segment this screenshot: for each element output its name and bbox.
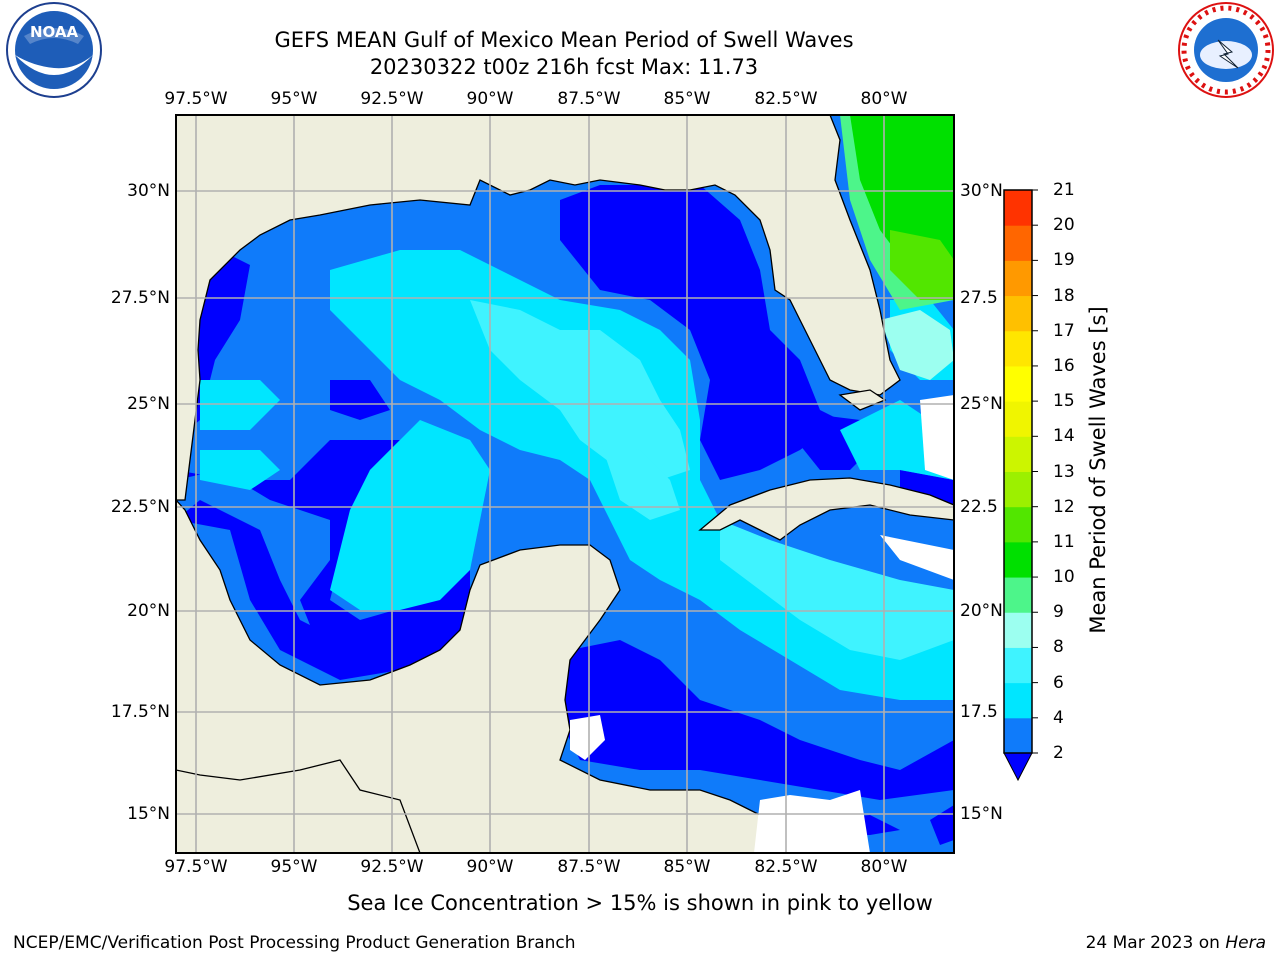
swell-lime-zones bbox=[890, 230, 954, 300]
right-tick-label: 30°N bbox=[960, 181, 1003, 201]
credit-right: 24 Mar 2023 on Hera bbox=[1086, 933, 1266, 953]
graticule bbox=[176, 115, 954, 853]
top-tick-label: 90°W bbox=[466, 89, 514, 109]
bottom-tick-label: 87.5°W bbox=[557, 857, 621, 877]
chart-subtitle: 20230322 t00z 216h fcst Max: 11.73 bbox=[369, 55, 759, 79]
colorbar-segment bbox=[1004, 541, 1032, 578]
colorbar-tick-label: 20 bbox=[1053, 215, 1075, 236]
map-frame bbox=[175, 114, 955, 854]
noaa-logo-text: NOAA bbox=[30, 23, 79, 41]
colorbar-segment bbox=[1004, 682, 1032, 719]
colorbar-tick-label: 4 bbox=[1053, 707, 1064, 728]
colorbar-tick-label: 13 bbox=[1053, 461, 1075, 482]
colorbar-segment bbox=[1004, 717, 1032, 754]
land-masses bbox=[176, 115, 954, 853]
colorbar-segment bbox=[1004, 225, 1032, 261]
colorbar-label: Mean Period of Swell Waves [s] bbox=[1086, 306, 1110, 634]
colorbar-tick-label: 19 bbox=[1053, 250, 1075, 271]
left-tick-label: 15°N bbox=[127, 804, 170, 824]
noaa-logo: NOAA bbox=[6, 2, 102, 98]
right-tick-label: 22.5 bbox=[960, 497, 998, 517]
colorbar-tick-label: 8 bbox=[1053, 637, 1064, 658]
right-tick-label: 27.5 bbox=[960, 288, 998, 308]
colorbar bbox=[1003, 189, 1038, 782]
colorbar-tick-label: 9 bbox=[1053, 602, 1064, 623]
bottom-tick-label: 82.5°W bbox=[754, 857, 818, 877]
top-tick-label: 95°W bbox=[270, 89, 318, 109]
colorbar-tick-label: 10 bbox=[1053, 567, 1075, 588]
colorbar-segment bbox=[1004, 401, 1032, 437]
left-tick-label: 30°N bbox=[127, 181, 170, 201]
colorbar-tick-label: 18 bbox=[1053, 285, 1075, 306]
nws-logo bbox=[1178, 2, 1274, 98]
colorbar-segment bbox=[1004, 436, 1032, 472]
top-tick-label: 85°W bbox=[663, 89, 711, 109]
bottom-tick-label: 80°W bbox=[860, 857, 908, 877]
colorbar-segment bbox=[1004, 647, 1032, 684]
colorbar-segment bbox=[1004, 295, 1032, 332]
colorbar-tick-label: 15 bbox=[1053, 391, 1075, 412]
colorbar-tick-label: 17 bbox=[1053, 320, 1075, 341]
top-tick-label: 82.5°W bbox=[754, 89, 818, 109]
chart-title: GEFS MEAN Gulf of Mexico Mean Period of … bbox=[274, 28, 854, 52]
bottom-tick-label: 92.5°W bbox=[360, 857, 424, 877]
colorbar-segment bbox=[1004, 471, 1032, 508]
colorbar-extend-arrow bbox=[1003, 752, 1033, 782]
right-tick-label: 15°N bbox=[960, 804, 1003, 824]
colorbar-segment bbox=[1004, 365, 1032, 402]
left-tick-label: 25°N bbox=[127, 394, 170, 414]
colorbar-segment bbox=[1004, 330, 1032, 367]
colorbar-tick-label: 6 bbox=[1053, 672, 1064, 693]
top-tick-label: 97.5°W bbox=[164, 89, 228, 109]
colorbar-segment bbox=[1004, 260, 1032, 297]
left-tick-label: 27.5°N bbox=[110, 288, 170, 308]
colorbar-tick-label: 2 bbox=[1053, 743, 1064, 763]
left-tick-label: 17.5°N bbox=[110, 702, 170, 722]
left-tick-label: 22.5°N bbox=[110, 497, 170, 517]
bottom-tick-label: 97.5°W bbox=[164, 857, 228, 877]
colorbar-tick-label: 11 bbox=[1053, 531, 1075, 552]
left-tick-label: 20°N bbox=[127, 601, 170, 621]
colorbar-segment bbox=[1004, 506, 1032, 543]
credit-left: NCEP/EMC/Verification Post Processing Pr… bbox=[13, 933, 576, 953]
top-tick-label: 80°W bbox=[860, 89, 908, 109]
bottom-tick-label: 90°W bbox=[466, 857, 514, 877]
top-tick-label: 92.5°W bbox=[360, 89, 424, 109]
colorbar-segment bbox=[1004, 612, 1032, 648]
swell-upper-mid-zones bbox=[470, 300, 954, 660]
credit-date: 24 Mar 2023 on bbox=[1085, 933, 1226, 953]
no-data-areas bbox=[570, 395, 954, 760]
colorbar-tick-label: 16 bbox=[1053, 355, 1075, 376]
credit-host: Hera bbox=[1225, 933, 1266, 953]
top-tick-label: 87.5°W bbox=[557, 89, 621, 109]
bottom-tick-label: 95°W bbox=[270, 857, 318, 877]
right-tick-label: 25°N bbox=[960, 394, 1003, 414]
bottom-tick-label: 85°W bbox=[663, 857, 711, 877]
swell-low-period-zones bbox=[176, 185, 954, 845]
colorbar-tick-label: 12 bbox=[1053, 496, 1075, 517]
colorbar-segment bbox=[1004, 190, 1032, 226]
right-tick-label: 20°N bbox=[960, 601, 1003, 621]
map-area bbox=[176, 115, 954, 853]
sea-ice-note: Sea Ice Concentration > 15% is shown in … bbox=[347, 891, 933, 915]
colorbar-segment bbox=[1004, 577, 1032, 613]
right-tick-label: 17.5 bbox=[960, 702, 998, 722]
colorbar-tick-label: 14 bbox=[1053, 426, 1075, 447]
colorbar-tick-label: 21 bbox=[1053, 180, 1075, 200]
